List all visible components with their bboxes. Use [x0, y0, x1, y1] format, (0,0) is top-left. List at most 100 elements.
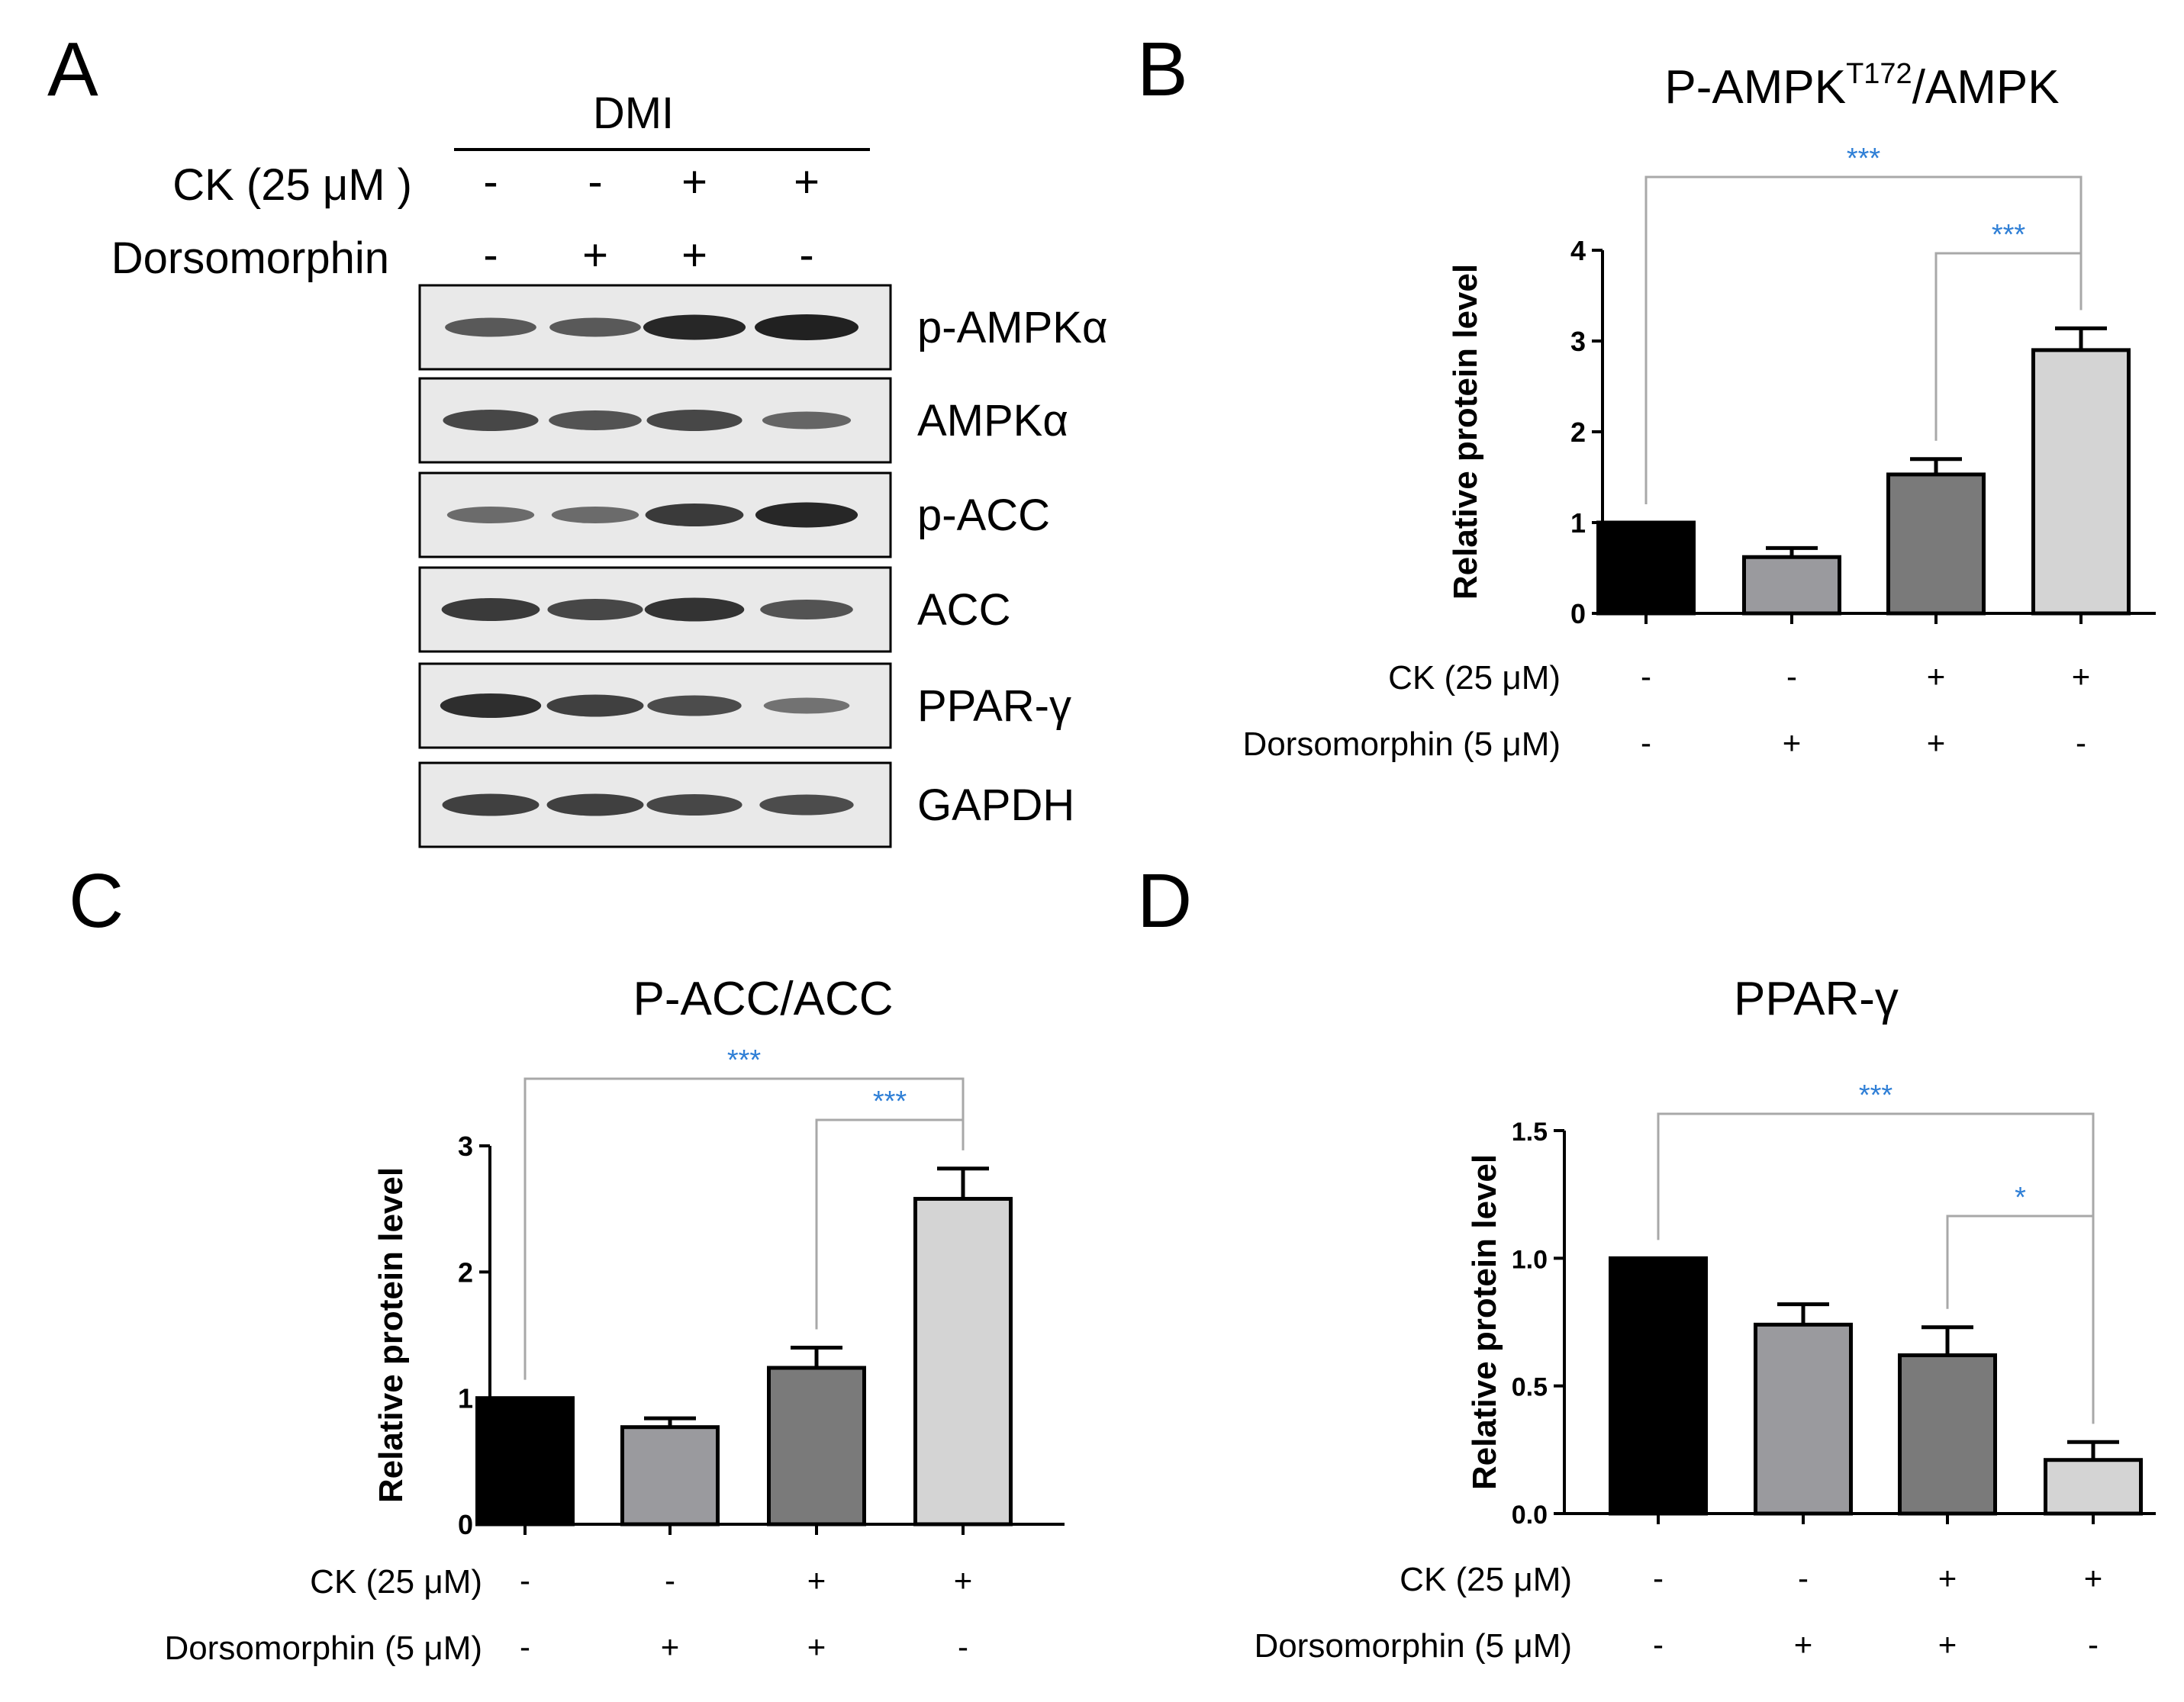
y-tick-label: 3 [1570, 326, 1586, 357]
blot-band [443, 410, 539, 431]
chart-p-acc: C P-ACC/ACC Relative protein level 0 1 2 3 CK (… [69, 858, 1065, 1667]
panel-letter: B [1137, 27, 1188, 112]
y-tick-label: 3 [458, 1131, 473, 1162]
blot-condition-sign: - [483, 230, 498, 280]
y-tick-label: 2 [1570, 417, 1586, 448]
blot-band [763, 697, 850, 714]
y-tick-label: 1.0 [1512, 1245, 1548, 1274]
blot-band [647, 695, 742, 716]
y-axis-label: Relative protein level [372, 1167, 410, 1503]
blot-condition-label: CK (25 μM ) [172, 160, 412, 210]
blot-condition-sign: + [794, 157, 820, 207]
y-tick-label: 0.0 [1512, 1501, 1548, 1530]
blot-protein-label: p-ACC [917, 491, 1050, 540]
significance-bracket [815, 1118, 965, 1330]
blot-band [646, 410, 742, 431]
y-tick-label: 4 [1570, 235, 1586, 266]
blot-band [445, 317, 536, 337]
blot-band [440, 693, 542, 718]
condition-label: CK (25 μM) [310, 1563, 482, 1601]
blot-strip: p-AMPKα [418, 284, 1107, 371]
condition-sign: - [665, 1562, 675, 1598]
blot-band [644, 597, 745, 622]
y-axis-label: Relative protein level [1466, 1154, 1503, 1490]
condition-sign: + [807, 1562, 826, 1598]
blot-strip: AMPKα [418, 377, 1068, 464]
condition-label: CK (25 μM) [1388, 659, 1561, 697]
blot-condition-sign: - [588, 157, 602, 207]
condition-label: Dorsomorphin (5 μM) [164, 1630, 482, 1667]
chart-title-tail: /AMPK [1912, 61, 2060, 114]
bar [1754, 1322, 1853, 1516]
bar [475, 1396, 575, 1527]
condition-sign: + [1927, 658, 1946, 694]
blot-band [441, 598, 540, 621]
blot-strip: ACC [418, 566, 1010, 653]
condition-sign: - [1653, 1626, 1664, 1662]
bar [2044, 1458, 2143, 1516]
bar [1886, 472, 1986, 616]
condition-sign: - [520, 1562, 530, 1598]
panel-letter-a: A [47, 27, 98, 112]
significance-label: * [2015, 1182, 2026, 1214]
condition-sign: - [1786, 658, 1797, 694]
significance-label: *** [1992, 219, 2026, 251]
condition-sign: + [661, 1629, 680, 1665]
blot-protein-label: GAPDH [917, 780, 1074, 830]
blot-band [643, 314, 746, 340]
chart-title-main: P-AMPK [1664, 61, 1846, 114]
condition-sign: + [954, 1562, 973, 1598]
blot-strip: p-ACC [418, 471, 1050, 558]
blot-band [546, 793, 644, 816]
bar [767, 1366, 866, 1527]
panel-letter: D [1137, 858, 1192, 944]
condition-sign: - [1653, 1560, 1664, 1596]
chart-title: PPAR-γ [1734, 973, 1899, 1025]
condition-sign: - [2076, 725, 2086, 761]
condition-sign: - [520, 1629, 530, 1665]
condition-label: Dorsomorphin (5 μM) [1242, 726, 1561, 763]
significance-bracket [1946, 1215, 2095, 1424]
condition-sign: - [1798, 1560, 1809, 1596]
condition-sign: - [958, 1629, 968, 1665]
blot-band [549, 317, 641, 337]
condition-sign: + [1938, 1626, 1957, 1662]
bar [2031, 348, 2131, 616]
condition-sign: - [1641, 725, 1651, 761]
blot-condition-sign: - [483, 157, 498, 207]
blot-condition-sign: - [799, 230, 813, 280]
western-blot-panel: A DMI CK (25 μM ) - - + + Dorsomorphin - + + - p-AMP… [47, 27, 1107, 848]
dmi-label: DMI [593, 88, 674, 138]
blot-band [547, 599, 643, 620]
bar [1596, 520, 1696, 616]
condition-sign: + [2084, 1560, 2103, 1596]
blot-condition-sign: + [582, 230, 608, 280]
bar [1742, 555, 1841, 616]
blot-band [755, 314, 858, 340]
blot-band [551, 507, 639, 523]
blot-condition-sign: + [681, 230, 707, 280]
chart-p-ampk: B P-AMPKT172/AMPK Relative protein level 0 1… [1137, 27, 2156, 763]
blot-condition-label: Dorsomorphin [111, 233, 389, 283]
y-tick-label: 1 [458, 1383, 473, 1414]
y-axis-label: Relative protein level [1447, 264, 1484, 600]
blot-band [759, 794, 854, 816]
blot-protein-label: AMPKα [917, 396, 1068, 446]
significance-label: *** [873, 1086, 907, 1118]
blot-strip: GAPDH [418, 761, 1074, 848]
blot-band [762, 411, 852, 430]
bar [913, 1196, 1013, 1527]
blot-band [446, 507, 535, 523]
blot-condition-sign: + [681, 157, 707, 207]
y-tick-label: 1.5 [1512, 1118, 1548, 1147]
condition-sign: + [1927, 725, 1946, 761]
chart-title-superscript: T172 [1846, 58, 1912, 90]
y-tick-label: 2 [458, 1256, 473, 1288]
blot-protein-label: p-AMPKα [917, 303, 1107, 352]
blot-band [760, 600, 853, 619]
chart-title: P-AMPKT172/AMPK [1664, 58, 2059, 114]
y-tick-label: 0.5 [1512, 1373, 1548, 1402]
condition-sign: + [1783, 725, 1802, 761]
chart-title-main: P-ACC/ACC [633, 973, 893, 1025]
